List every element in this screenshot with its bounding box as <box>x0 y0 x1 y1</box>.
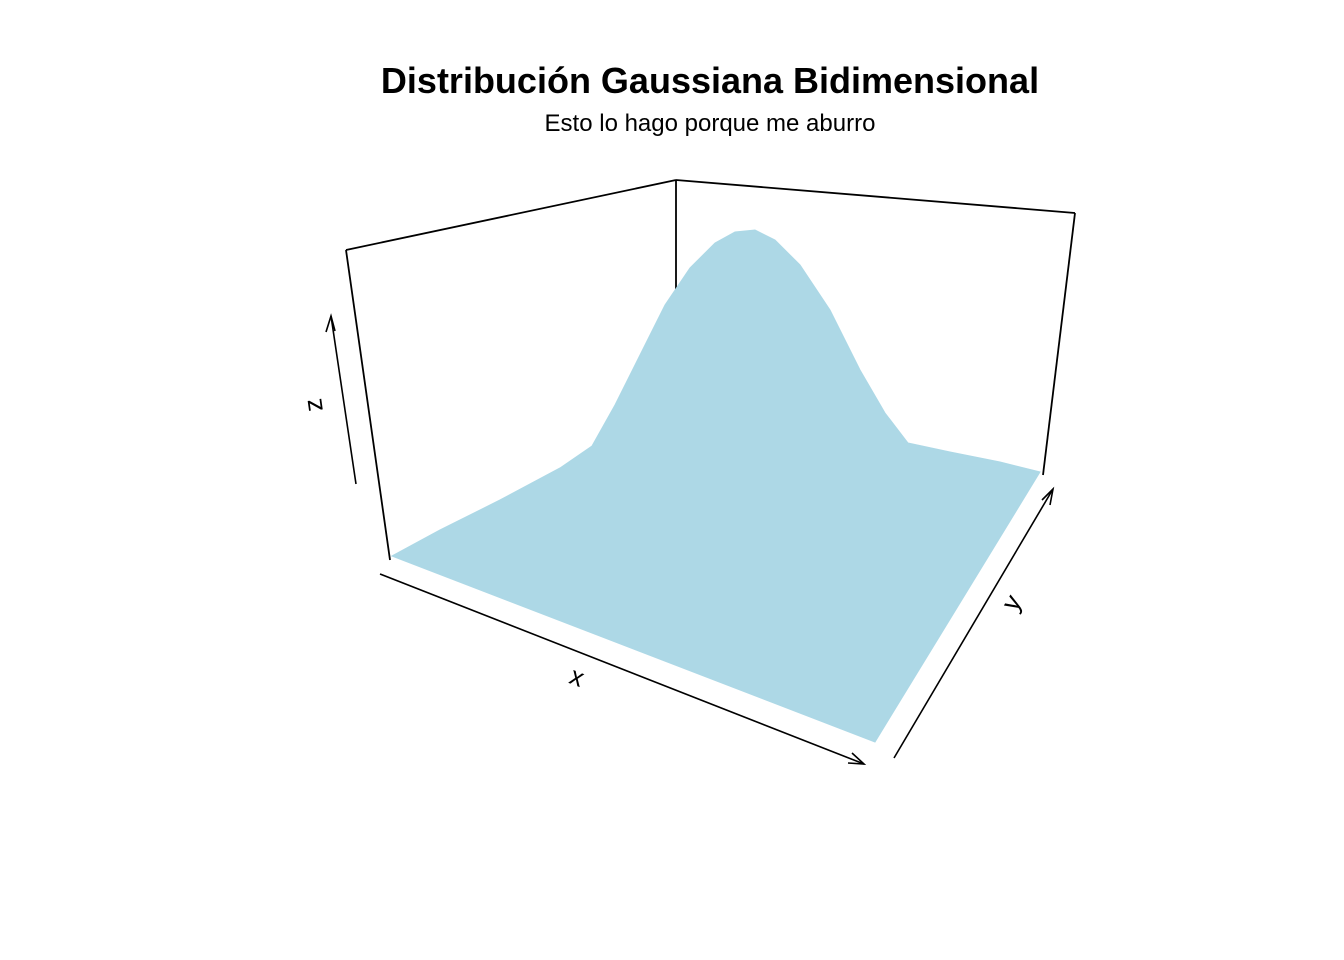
z-axis: z <box>297 313 357 485</box>
z-axis-label: z <box>297 397 329 414</box>
gaussian-surface <box>390 229 1041 743</box>
y-axis-label: y <box>995 589 1027 616</box>
chart-title: Distribución Gaussiana Bidimensional <box>381 60 1039 101</box>
x-axis-label: x <box>566 660 589 693</box>
box-back-edges <box>345 179 1076 561</box>
chart-subtitle: Esto lo hago porque me aburro <box>545 110 876 137</box>
